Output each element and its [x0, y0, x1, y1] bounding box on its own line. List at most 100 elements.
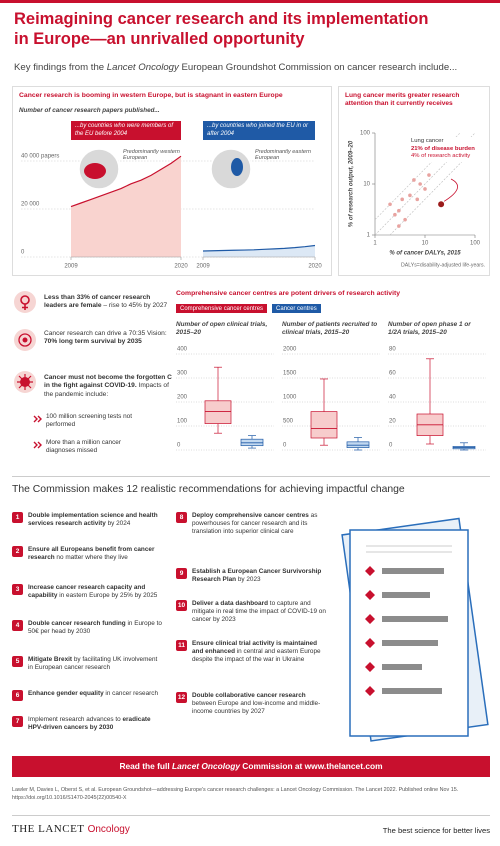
point	[427, 173, 431, 177]
text-part: Establish a European Cancer Survivorship…	[192, 568, 322, 584]
panel-title: Number of open clinical trials, 2015–20	[176, 321, 268, 336]
recommendation: 10 Deliver a data dashboard to capture an…	[176, 600, 326, 625]
text-part: eradicate HPV-driven cancers by 2030	[28, 716, 151, 732]
icon	[22, 304, 28, 310]
text-part: Double cancer research funding	[28, 620, 126, 627]
y-tick-label: 0	[177, 443, 181, 449]
facts: Less than 33% of cancer research leaders…	[12, 290, 172, 470]
number-badge: 6	[12, 690, 23, 701]
text-part: – rise to 45% by 2027	[101, 302, 168, 310]
text-part: Deploy comprehensive cancer centres	[192, 512, 309, 519]
text-part: in cancer research	[103, 690, 159, 697]
number-badge: 1	[12, 512, 23, 523]
text-part: European Groundshot Commission on cancer…	[178, 62, 458, 73]
divider	[12, 476, 490, 477]
recommendation-text: Implement research advances to eradicate…	[28, 716, 162, 732]
map-region	[231, 158, 243, 176]
annotation: Lung cancer 21% of disease burden 4% of re…	[409, 137, 485, 162]
brand: THE LANCET Oncology	[12, 823, 130, 835]
series-label: ...by countries who were members of the …	[71, 121, 181, 140]
text-part: Enhance gender equality	[28, 690, 104, 697]
chart-title: Comprehensive cancer centres are potent …	[176, 290, 401, 297]
top-rule	[0, 0, 500, 3]
recommendation: 3 Increase cancer research capacity and c…	[12, 584, 162, 600]
x-tick-label: 10	[422, 241, 429, 247]
annotation-note: 21% of disease burden	[411, 145, 475, 152]
recommendation-text: Enhance gender equality in cancer resear…	[28, 690, 162, 698]
map-region	[84, 163, 106, 179]
x-axis-label: % of cancer DALYs, 2015	[389, 251, 461, 257]
y-tick-label: 0	[283, 443, 287, 449]
recommendation: 1 Double implementation science and healt…	[12, 512, 162, 528]
point	[393, 212, 397, 217]
text-part: in central and eastern Europe despite th…	[192, 648, 321, 664]
document-graphic	[341, 517, 489, 742]
box	[346, 441, 370, 448]
text-part: to capture and mitigate in real time the…	[192, 600, 326, 624]
text-part: in Europe to 50€ per head by 2030	[28, 620, 162, 636]
centres-panel: Comprehensive cancer centres are potent …	[176, 288, 490, 464]
reference-line	[374, 132, 461, 220]
text-part: as powerhouses for cancer research and i…	[192, 512, 318, 536]
annotation-note: 4% of research activity	[411, 153, 471, 159]
text-part: Ensure all Europeans benefit from cancer…	[28, 546, 155, 562]
x-tick-label: 2020	[308, 264, 322, 270]
point	[418, 182, 422, 186]
text-part: Cancer research can drive a 70:35 Vision…	[44, 330, 167, 337]
recommendations: 1 Double implementation science and healt…	[12, 508, 332, 748]
icon	[14, 291, 36, 313]
point	[415, 197, 420, 202]
icon	[22, 337, 28, 343]
recommendation: 9 Establish a European Cancer Survivorshi…	[176, 568, 326, 584]
text-part: Lancet Oncology	[172, 761, 240, 771]
title: Reimagining cancer research and its impl…	[14, 10, 429, 48]
recommendation-text: Double cancer research funding in Europe…	[28, 620, 162, 636]
box-panel: 0 100 200 300 400	[176, 347, 274, 451]
fact-icons	[14, 291, 42, 449]
chart-title: Lung cancer merits greater research atte…	[345, 92, 460, 107]
subtitle: Key findings from the Lancet Oncology Eu…	[14, 62, 457, 73]
annotation-arrow	[443, 178, 458, 202]
text-part: 70% long term survival by 2035	[44, 338, 142, 346]
text-part: Impacts of the pandemic include:	[44, 382, 169, 398]
text-part: by facilitating UK involvement in Europe…	[28, 656, 158, 672]
growth-chart: 0 20 000 40 000 papers 2009 2020 2009 2020	[21, 148, 322, 270]
icon	[18, 333, 32, 347]
point	[397, 224, 401, 228]
recommendation-text: Deploy comprehensive cancer centres as p…	[192, 512, 326, 537]
tagline: The best science for better lives	[382, 826, 490, 835]
footer-rule	[12, 815, 490, 816]
y-tick-label: 1	[367, 233, 371, 239]
cta-banner[interactable]: Read the full Lancet Oncology Commission…	[12, 756, 490, 777]
recommendation-text: Ensure all Europeans benefit from cancer…	[28, 546, 162, 562]
number-badge: 8	[176, 512, 187, 523]
recommendation: 4 Double cancer research funding in Europ…	[12, 620, 162, 636]
text-part: Implement research advances to	[28, 716, 123, 723]
panel-title: Number of open phase 1 or 1/2A trials, 2…	[388, 321, 471, 336]
y-tick-label: 10	[363, 182, 370, 188]
text-part: Less than 33% of cancer research leaders…	[44, 294, 151, 310]
fact: Less than 33% of cancer research leaders…	[44, 294, 172, 311]
text-part: Ensure clinical trial activity is mainta…	[192, 640, 318, 656]
text-part: by 2024	[105, 520, 131, 528]
y-tick-label: 40	[389, 395, 396, 401]
footnote: DALYs=disability-adjusted life-years.	[401, 262, 485, 268]
point	[423, 187, 427, 191]
number-badge: 12	[176, 692, 187, 703]
fact: Cancer research can drive a 70:35 Vision…	[44, 330, 172, 347]
panel-title: Number of patients recruited to clinical…	[282, 321, 378, 336]
bullet	[33, 415, 42, 449]
text-part: Double implementation science and health…	[28, 512, 158, 528]
box-panel: 0 500 1000 1500 2000	[282, 347, 380, 451]
fact-subitem: 100 million screening tests not performe…	[46, 413, 132, 429]
y-tick-label: 60	[389, 371, 396, 377]
annotation-title: Lung cancer	[411, 138, 444, 144]
growth-panel: Cancer research is booming in western Eu…	[12, 86, 332, 276]
number-badge: 3	[12, 584, 23, 595]
legend-item: Cancer centres	[272, 304, 321, 313]
y-tick-label: 100	[360, 131, 371, 137]
recommendation-text: Mitigate Brexit by facilitating UK invol…	[28, 656, 162, 672]
point	[403, 217, 407, 222]
y-tick-label: 0	[21, 250, 25, 256]
